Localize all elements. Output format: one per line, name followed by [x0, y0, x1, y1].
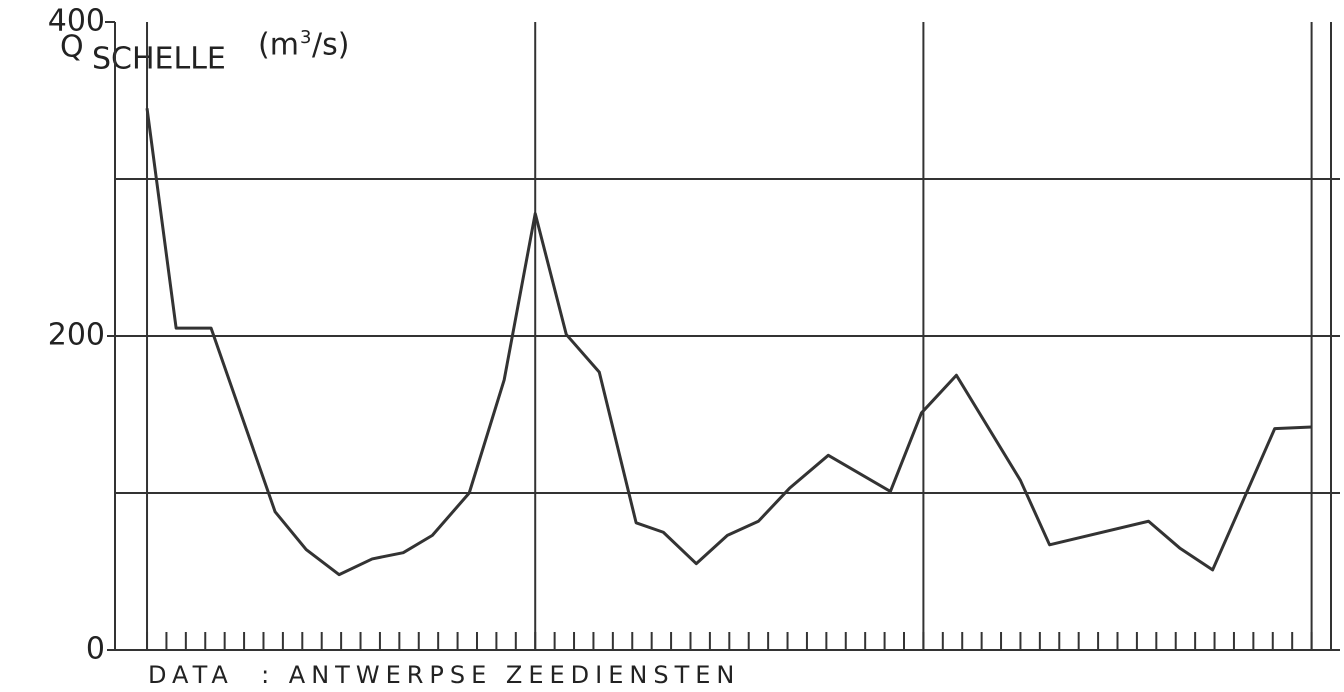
y-label-unit-tail: /s) — [312, 28, 349, 63]
y-tick-label: 200 — [48, 318, 105, 353]
source-note: DATA : ANTWERPSE ZEEDIENSTEN — [148, 661, 740, 689]
y-tick-label: 400 — [48, 4, 105, 39]
y-label-subscript: SCHELLE — [92, 42, 226, 77]
data-line — [145, 108, 1312, 577]
y-label-unit: (m — [258, 28, 299, 63]
y-label-symbol: Q — [60, 30, 84, 65]
y-label-unit-exp: 3 — [300, 27, 311, 48]
y-tick-label: 0 — [86, 632, 105, 667]
